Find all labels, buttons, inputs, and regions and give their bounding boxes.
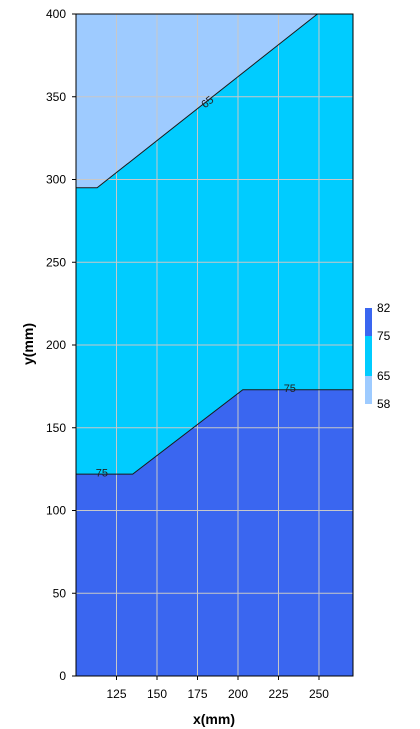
colorbar-segment xyxy=(365,308,372,336)
contour-line-65 xyxy=(76,13,318,189)
contour-lines: 75 75 65 xyxy=(76,13,353,479)
colorbar-segment xyxy=(365,336,372,376)
x-tick-label: 125 xyxy=(106,687,126,701)
contour-region-58-65 xyxy=(76,14,318,188)
contour-line-75 xyxy=(76,389,353,475)
contour-region-65-75 xyxy=(76,14,353,475)
x-tick-label: 250 xyxy=(309,687,329,701)
colorbar-label: 75 xyxy=(377,329,391,343)
colorbar-segment xyxy=(365,376,372,404)
contour-label: 75 xyxy=(96,467,108,479)
colorbar-label: 65 xyxy=(377,369,391,383)
colorbar-label: 58 xyxy=(377,397,391,411)
y-axis-label: y(mm) xyxy=(20,323,36,365)
y-tick-label: 0 xyxy=(59,669,66,683)
y-tick-label: 300 xyxy=(46,173,66,187)
contour-label: 65 xyxy=(199,94,216,111)
x-axis-label: x(mm) xyxy=(193,711,235,727)
x-tick-label: 150 xyxy=(147,687,167,701)
y-tick-label: 200 xyxy=(46,338,66,352)
y-tick-label: 400 xyxy=(46,7,66,21)
y-tick-label: 350 xyxy=(46,90,66,104)
y-tick-label: 250 xyxy=(46,255,66,269)
y-tick-label: 50 xyxy=(53,586,67,600)
colorbar-label: 82 xyxy=(377,301,391,315)
y-tick-label: 100 xyxy=(46,504,66,518)
x-axis-ticks: 125 150 175 200 225 250 xyxy=(106,676,329,701)
contour-regions xyxy=(76,14,353,676)
x-tick-label: 175 xyxy=(187,687,207,701)
x-tick-label: 200 xyxy=(228,687,248,701)
y-tick-label: 150 xyxy=(46,421,66,435)
y-axis-ticks: 0 50 100 150 200 250 300 350 400 xyxy=(46,7,76,683)
contour-region-75-82 xyxy=(76,389,353,676)
colorbar: 82 75 65 58 xyxy=(365,301,391,411)
contour-label: 75 xyxy=(284,383,296,395)
x-tick-label: 225 xyxy=(268,687,288,701)
